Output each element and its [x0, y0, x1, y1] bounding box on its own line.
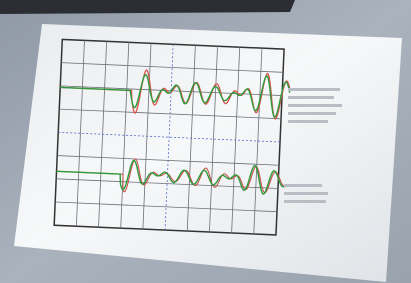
note-line [284, 184, 322, 187]
note-line [288, 104, 342, 107]
note-line [284, 192, 328, 195]
note-line [288, 120, 328, 123]
note-line [288, 96, 334, 99]
note-line [284, 200, 326, 203]
photo [0, 0, 411, 283]
dark-edge [0, 0, 295, 14]
note-line [288, 112, 336, 115]
paper [14, 24, 402, 282]
note-line [288, 88, 340, 91]
